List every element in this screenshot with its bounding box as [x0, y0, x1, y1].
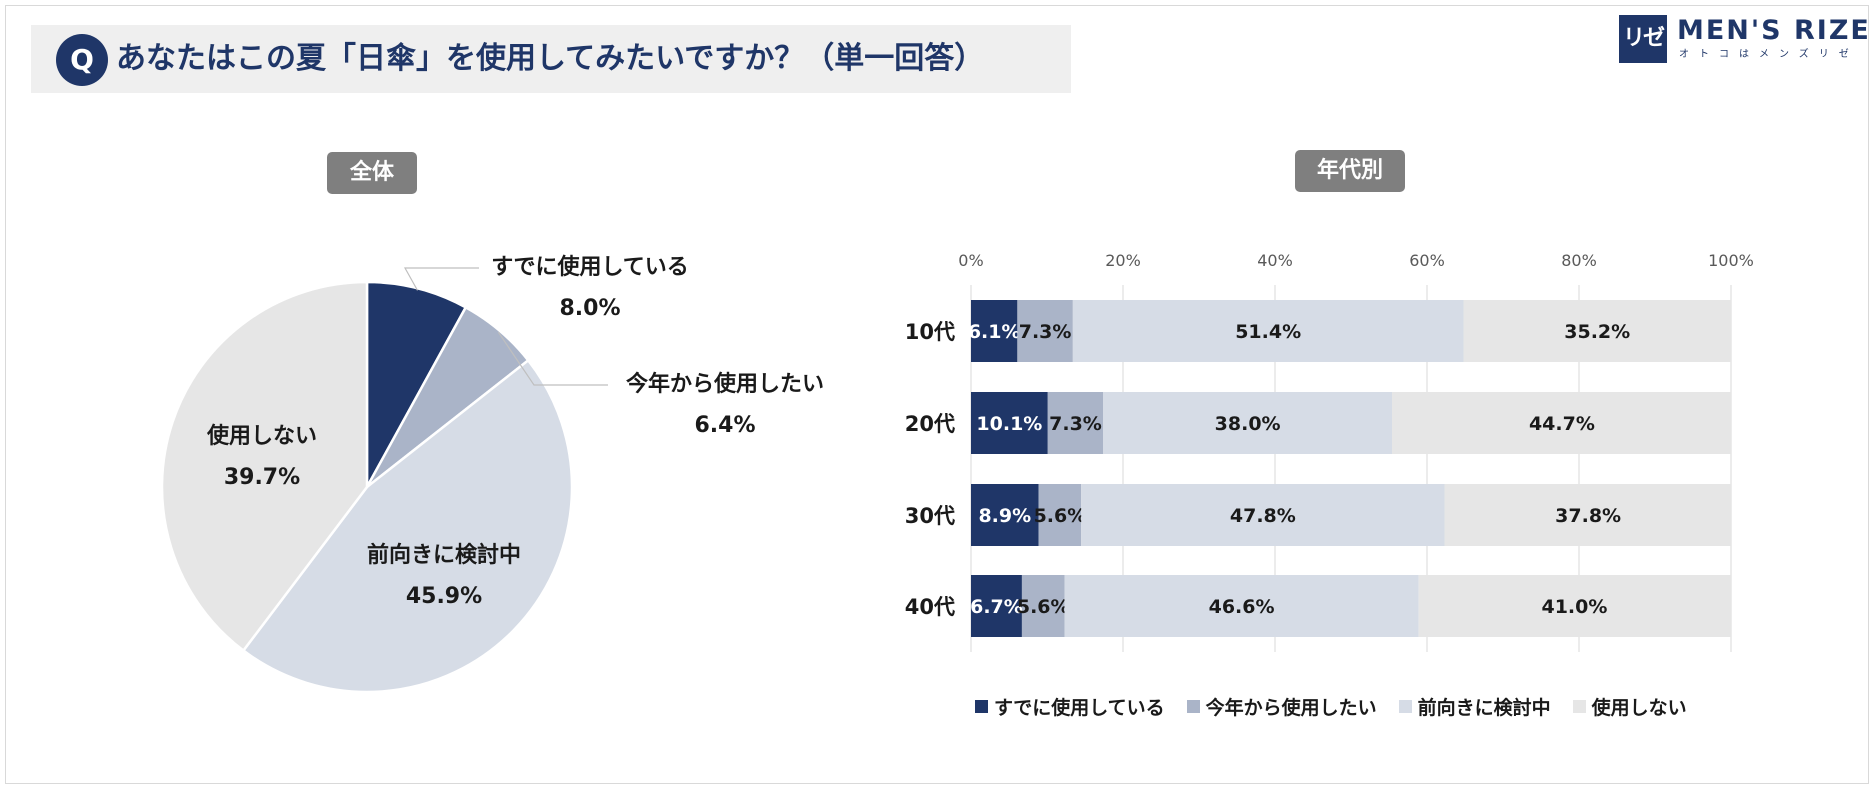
- bar-data-label: 46.6%: [1209, 596, 1275, 618]
- bar-data-label: 51.4%: [1235, 321, 1301, 343]
- chart-frame: [5, 5, 1869, 784]
- bar-segment: [971, 392, 1048, 454]
- bar-data-label: 37.8%: [1555, 505, 1621, 527]
- legend-item: 前向きに検討中: [1398, 693, 1551, 723]
- bar-segment: [971, 300, 1018, 362]
- legend-swatch: [1186, 700, 1200, 713]
- pie-leader-line: [403, 267, 479, 291]
- bar-segment: [1021, 575, 1065, 637]
- pie-label: 今年から使用したい: [626, 371, 824, 397]
- legend-label: 前向きに検討中: [1417, 697, 1551, 719]
- question-text: あなたはこの夏「日傘」を使用してみたいですか？（単一回答）: [116, 41, 985, 76]
- x-tick-label: 80%: [1561, 251, 1597, 270]
- bar-segment: [1103, 392, 1393, 454]
- bar-chart-title: 年代別: [1295, 150, 1405, 192]
- x-tick-label: 60%: [1409, 251, 1445, 270]
- pie-chart-title: 全体: [327, 152, 417, 194]
- bar-data-label: 5.6%: [1034, 505, 1087, 527]
- logo-name: MEN'S RIZE: [1677, 15, 1871, 46]
- y-category-label: 20代: [905, 412, 955, 436]
- x-tick-label: 20%: [1105, 251, 1141, 270]
- bar-data-label: 41.0%: [1541, 596, 1607, 618]
- pie-slice: [160, 280, 369, 653]
- bar-segment: [1038, 484, 1082, 546]
- pie-value-label: 6.4%: [694, 413, 755, 438]
- question-badge: Q: [56, 34, 108, 86]
- bar-segment: [1064, 575, 1419, 637]
- bar-segment: [971, 484, 1039, 546]
- x-tick-label: 100%: [1708, 251, 1754, 270]
- bar-data-label: 44.7%: [1529, 413, 1595, 435]
- x-tick-label: 40%: [1257, 251, 1293, 270]
- legend-item: 今年から使用したい: [1186, 693, 1377, 723]
- bar-segment: [1072, 300, 1464, 362]
- bar-segment: [1047, 392, 1104, 454]
- bar-data-label: 7.3%: [1049, 413, 1102, 435]
- bar-data-label: 7.3%: [1019, 321, 1072, 343]
- y-category-label: 10代: [905, 320, 955, 344]
- bar-data-label: 47.8%: [1230, 505, 1296, 527]
- bar-segment: [1444, 484, 1732, 546]
- pie-leader-line: [497, 331, 608, 386]
- bar-data-label: 38.0%: [1215, 413, 1281, 435]
- legend-swatch: [1398, 700, 1412, 713]
- bar-segment: [971, 575, 1022, 637]
- question-bar: [31, 25, 1071, 93]
- bar-segment: [1081, 484, 1445, 546]
- bar-segment: [1017, 300, 1073, 362]
- legend-label: 使用しない: [1591, 697, 1687, 719]
- pie-label: すでに使用している: [491, 255, 689, 280]
- pie-value-label: 45.9%: [406, 584, 482, 609]
- stacked-bar-chart: 0% 20% 40% 60% 80% 100%10代 6.1%7.3% 51.4% 35.2%2…: [905, 251, 1754, 652]
- legend-swatch: [975, 700, 988, 713]
- pie-chart: すでに使用している 8.0% 今年から使用したい 6.4% 前向きに検討中 45.9% 使用…: [160, 255, 824, 694]
- bar-data-label: 6.1%: [968, 321, 1021, 343]
- legend-item: すでに使用している: [975, 693, 1165, 723]
- pie-label: 使用しない: [206, 424, 317, 449]
- pie-value-label: 39.7%: [224, 465, 300, 490]
- x-tick-label: 0%: [958, 251, 983, 270]
- pie-slice: [365, 280, 468, 488]
- logo-tagline: オトコはメンズリゼ: [1679, 49, 1859, 60]
- y-category-label: 40代: [905, 595, 955, 619]
- bar-segment: [1463, 300, 1731, 362]
- bar-data-label: 8.9%: [978, 505, 1031, 527]
- bar-segment: [1418, 575, 1731, 637]
- bar-segment: [1392, 392, 1732, 454]
- legend-label: 今年から使用したい: [1205, 697, 1377, 719]
- brand-logo: リゼ MEN'S RIZE オトコはメンズリゼ: [1619, 15, 1869, 65]
- legend-item: 使用しない: [1572, 693, 1687, 723]
- legend-label: すでに使用している: [994, 697, 1165, 719]
- bar-data-label: 10.1%: [976, 413, 1042, 435]
- pie-value-label: 8.0%: [559, 296, 620, 321]
- bar-data-label: 6.7%: [970, 596, 1023, 618]
- pie-slice: [241, 358, 574, 694]
- legend-swatch: [1572, 700, 1586, 713]
- bar-chart-legend: すでに使用している 今年から使用したい 前向きに検討中 使用しない: [975, 693, 1709, 723]
- bar-data-label: 5.6%: [1017, 596, 1070, 618]
- logo-mark: リゼ: [1619, 15, 1667, 63]
- pie-label: 前向きに検討中: [367, 542, 521, 568]
- y-category-label: 30代: [905, 504, 955, 528]
- bar-data-label: 35.2%: [1564, 321, 1630, 343]
